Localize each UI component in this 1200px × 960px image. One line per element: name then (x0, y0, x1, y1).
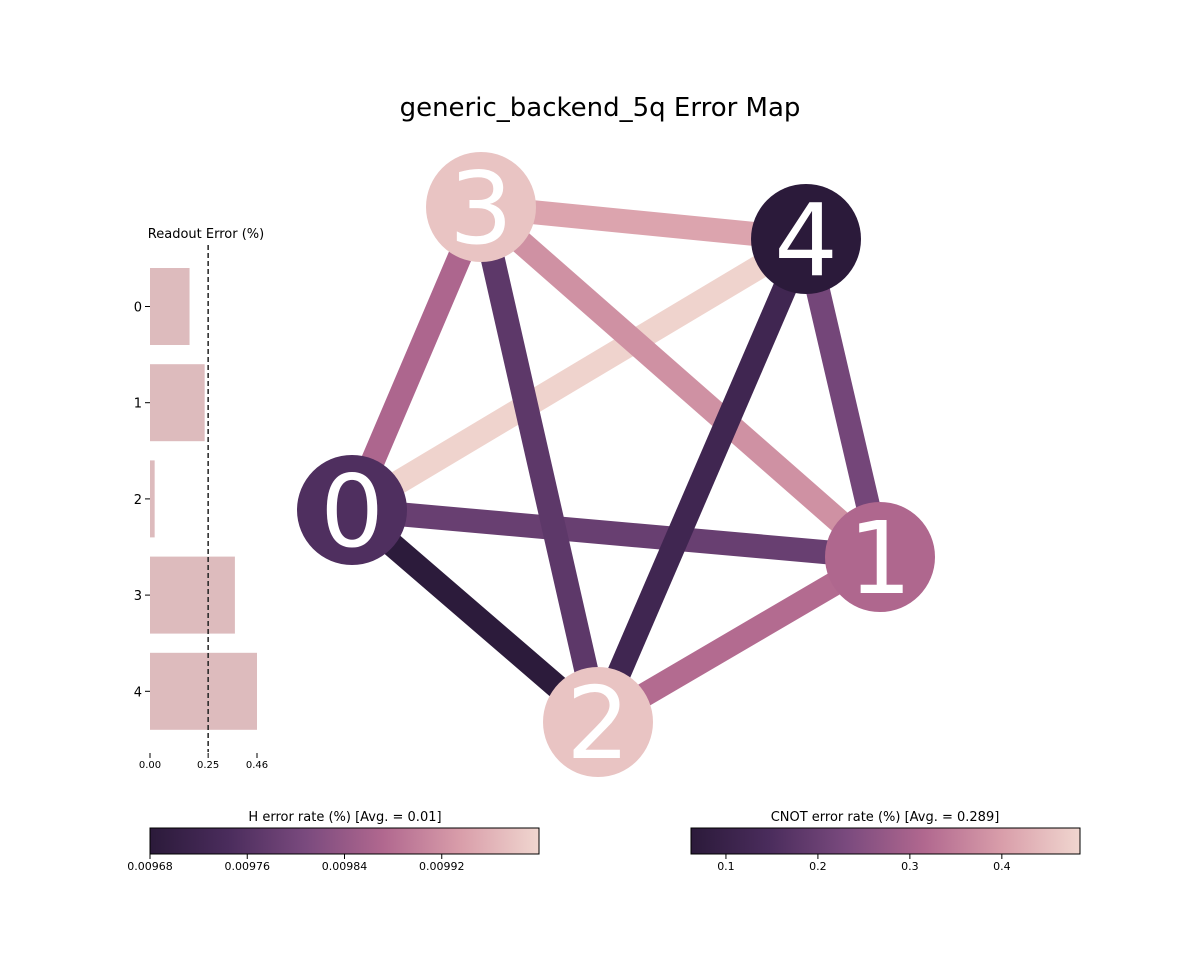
edge-0-1 (350, 498, 882, 569)
cnot-colorbar-ticks: 0.1 0.2 0.3 0.4 (717, 854, 1011, 873)
readout-label-0: 0 (134, 301, 142, 316)
colorbar-tick-label: 0.00992 (419, 860, 465, 873)
h-colorbar-ticks: 0.00968 0.00976 0.00984 0.00992 (127, 854, 465, 873)
qubit-node-0 (297, 455, 407, 565)
h-error-colorbar: H error rate (%) [Avg. = 0.01] 0.00968 0.… (127, 810, 540, 873)
qubit-label-0: 0 (320, 453, 384, 570)
readout-title: Readout Error (%) (148, 227, 264, 242)
cnot-error-colorbar: CNOT error rate (%) [Avg. = 0.289] 0.1 0.… (690, 810, 1081, 873)
readout-bar-1 (150, 364, 205, 442)
figure-title: generic_backend_5q Error Map (400, 93, 801, 123)
h-colorbar-gradient (149, 827, 540, 855)
readout-x-ticks: 0.00 0.25 0.46 (139, 753, 268, 771)
colorbar-tick-label: 0.1 (717, 860, 735, 873)
qubit-node-4 (751, 184, 861, 294)
colorbar-tick-label: 0.2 (809, 860, 827, 873)
readout-error-panel: Readout Error (%) 0 1 2 3 4 0.00 0.25 0.46 (134, 227, 268, 771)
readout-bars (150, 268, 257, 730)
qubit-node-1 (825, 502, 935, 612)
edge-0-4 (345, 228, 813, 521)
edge-2-3 (469, 204, 610, 725)
cnot-colorbar-title: CNOT error rate (%) [Avg. = 0.289] (771, 810, 1000, 825)
colorbar-tick-label: 0.00968 (127, 860, 173, 873)
edge-1-3 (473, 197, 888, 567)
colorbar-tick-label: 0.3 (901, 860, 919, 873)
qubit-node-2 (543, 667, 653, 777)
qubit-label-1: 1 (848, 500, 912, 617)
readout-category-labels: 0 1 2 3 4 (134, 301, 150, 700)
qubit-label-2: 2 (566, 665, 630, 782)
h-colorbar-title: H error rate (%) [Avg. = 0.01] (248, 810, 441, 825)
colorbar-tick-label: 0.4 (993, 860, 1011, 873)
readout-label-1: 1 (134, 397, 142, 412)
readout-bar-4 (150, 652, 257, 730)
readout-label-4: 4 (134, 685, 142, 700)
readout-bar-3 (150, 556, 235, 634)
edge-2-4 (586, 234, 818, 727)
qubit-label-4: 4 (774, 182, 838, 299)
qubit-node-3 (426, 152, 536, 262)
readout-xtick-label: 0.46 (246, 760, 268, 771)
readout-xtick-label: 0.25 (197, 760, 219, 771)
readout-label-2: 2 (134, 493, 142, 508)
readout-label-3: 3 (134, 589, 142, 604)
readout-xtick-label: 0.00 (139, 760, 161, 771)
readout-bar-0 (150, 268, 190, 345)
readout-bar-2 (150, 460, 155, 538)
cnot-colorbar-gradient (690, 827, 1081, 855)
colorbar-tick-label: 0.00976 (225, 860, 271, 873)
colorbar-tick-label: 0.00984 (322, 860, 368, 873)
qubit-nodes: 0 1 2 3 4 (297, 150, 935, 782)
qubit-label-3: 3 (449, 150, 513, 267)
